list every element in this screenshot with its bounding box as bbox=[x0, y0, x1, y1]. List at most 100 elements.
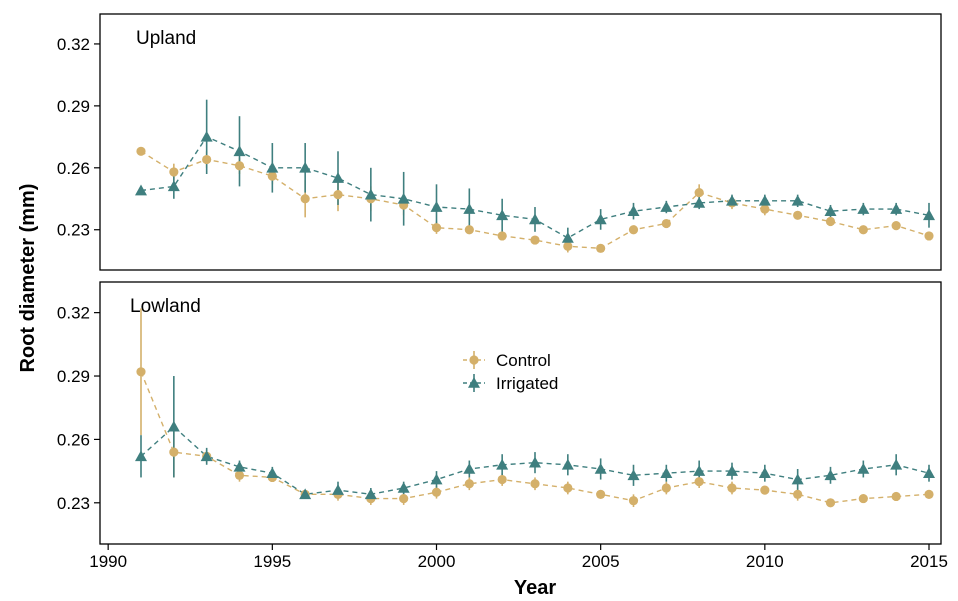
data-point bbox=[135, 450, 147, 462]
data-point bbox=[202, 154, 212, 165]
data-point bbox=[561, 232, 574, 243]
data-point bbox=[497, 231, 507, 241]
data-point bbox=[563, 483, 573, 493]
data-point bbox=[529, 456, 541, 468]
data-point bbox=[857, 462, 870, 474]
data-point bbox=[760, 204, 770, 214]
legend-label: Control bbox=[496, 351, 551, 370]
data-point bbox=[627, 205, 640, 216]
x-tick-label: 2015 bbox=[910, 552, 948, 571]
data-point bbox=[463, 462, 476, 474]
data-point bbox=[364, 488, 377, 500]
data-point bbox=[200, 130, 213, 142]
data-point bbox=[364, 188, 377, 200]
data-point bbox=[333, 190, 343, 200]
data-point bbox=[791, 194, 804, 206]
data-point bbox=[169, 447, 179, 457]
data-point bbox=[727, 483, 737, 493]
panel-label: Lowland bbox=[130, 296, 201, 317]
data-point bbox=[594, 462, 607, 474]
data-point bbox=[464, 479, 474, 489]
data-point bbox=[923, 209, 935, 221]
data-point bbox=[594, 213, 607, 225]
data-point bbox=[463, 203, 476, 214]
data-point bbox=[300, 194, 310, 204]
data-point bbox=[169, 167, 179, 177]
data-point bbox=[661, 218, 671, 229]
data-point bbox=[627, 469, 640, 481]
data-point bbox=[791, 473, 804, 485]
upland-panel: 0.23 0.26 0.29 0.32 Upland bbox=[57, 13, 942, 271]
data-point bbox=[496, 209, 509, 221]
markers-irrigated bbox=[135, 130, 935, 243]
markers-control bbox=[136, 146, 934, 253]
data-point bbox=[431, 487, 442, 497]
markers-control bbox=[136, 367, 934, 508]
data-point bbox=[726, 465, 738, 476]
data-point bbox=[824, 205, 837, 216]
data-point bbox=[167, 180, 180, 192]
data-point bbox=[397, 192, 410, 204]
data-point bbox=[299, 488, 312, 500]
data-point bbox=[234, 161, 245, 171]
data-point bbox=[858, 493, 868, 504]
data-point bbox=[332, 172, 344, 183]
data-point bbox=[332, 484, 344, 495]
data-point bbox=[233, 145, 246, 157]
data-point bbox=[234, 470, 245, 480]
data-point bbox=[825, 498, 836, 508]
x-tick-label: 2010 bbox=[746, 552, 784, 571]
lowland-panel: 0.23 0.26 0.29 0.32 Lowland bbox=[57, 281, 942, 545]
markers-irrigated bbox=[135, 420, 935, 500]
data-point bbox=[496, 458, 509, 470]
x-tick-label: 2000 bbox=[418, 552, 456, 571]
data-point bbox=[694, 477, 704, 487]
series-irrigated bbox=[140, 99, 930, 249]
data-point bbox=[397, 482, 410, 493]
data-point bbox=[726, 194, 738, 206]
data-point bbox=[693, 465, 706, 476]
data-point bbox=[430, 201, 443, 212]
data-point bbox=[266, 467, 279, 479]
data-point bbox=[661, 483, 671, 493]
data-point bbox=[660, 201, 673, 212]
x-axis: 1990 1995 2000 2005 2010 2015 bbox=[89, 544, 948, 571]
data-point bbox=[596, 243, 606, 253]
data-point bbox=[694, 187, 704, 198]
data-point bbox=[824, 469, 837, 481]
data-point bbox=[431, 223, 442, 233]
data-point bbox=[200, 450, 213, 462]
data-point bbox=[858, 225, 868, 235]
data-point bbox=[430, 473, 443, 485]
panel-label: Upland bbox=[136, 28, 196, 49]
data-point bbox=[596, 489, 606, 499]
data-point bbox=[266, 161, 279, 173]
data-point bbox=[561, 458, 574, 470]
data-point bbox=[530, 235, 540, 245]
x-tick-label: 1995 bbox=[253, 552, 291, 571]
data-point bbox=[464, 225, 474, 235]
legend-marker bbox=[469, 355, 479, 365]
y-tick-label: 0.29 bbox=[57, 97, 90, 116]
data-point bbox=[399, 493, 409, 504]
series-control bbox=[140, 308, 930, 508]
data-point bbox=[529, 213, 541, 225]
data-point bbox=[891, 221, 901, 231]
data-point bbox=[628, 225, 639, 235]
data-point bbox=[924, 489, 934, 499]
y-tick-label: 0.23 bbox=[57, 221, 90, 240]
data-point bbox=[497, 474, 507, 485]
data-point bbox=[758, 467, 771, 479]
data-point bbox=[267, 171, 277, 181]
data-point bbox=[135, 184, 147, 196]
y-tick-label: 0.32 bbox=[57, 35, 90, 54]
y-tick-label: 0.32 bbox=[57, 304, 90, 323]
data-point bbox=[530, 479, 540, 489]
x-tick-label: 1990 bbox=[89, 552, 127, 571]
data-point bbox=[793, 489, 803, 499]
data-point bbox=[857, 203, 870, 214]
data-point bbox=[890, 458, 903, 470]
data-point bbox=[233, 460, 246, 472]
data-point bbox=[924, 231, 934, 241]
